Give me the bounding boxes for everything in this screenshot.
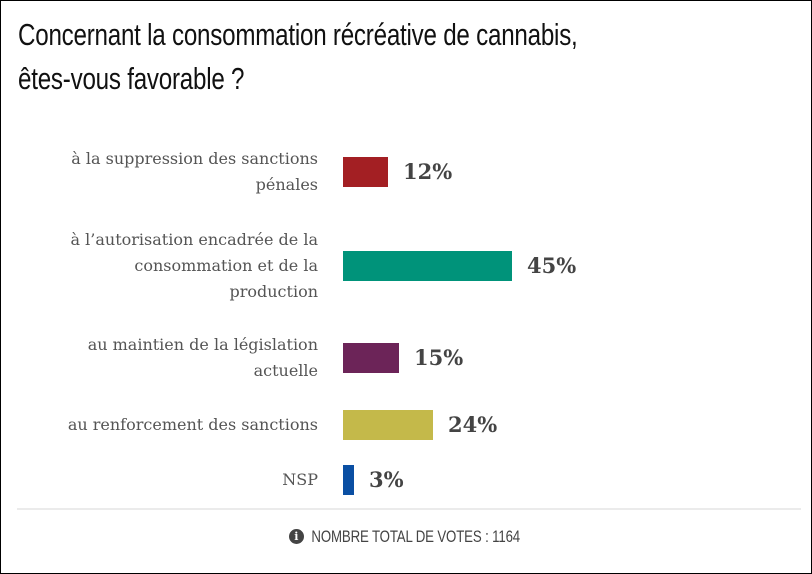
bar-au-renforcement-des-sanctions bbox=[343, 410, 433, 440]
category-label-line: au maintien de la législation bbox=[87, 335, 318, 354]
value-label-nsp: 3% bbox=[369, 467, 404, 492]
category-label-line: production bbox=[229, 282, 318, 301]
category-label-a-la-suppression-des-sanctions-p: à la suppression des sanctions pénales bbox=[28, 146, 318, 198]
category-label-line: NSP bbox=[282, 470, 318, 489]
category-label-a-l-autorisation-encadree-de-la-: à l’autorisation encadrée de la consommat… bbox=[28, 227, 318, 305]
category-label-line: au renforcement des sanctions bbox=[67, 415, 318, 434]
chart-title-line-2: êtes-vous favorable ? bbox=[18, 61, 245, 96]
bar-a-l-autorisation-encadree-de-la- bbox=[343, 251, 512, 281]
category-label-line: à la suppression des sanctions bbox=[71, 149, 318, 168]
chart-title-line-1: Concernant la consommation récréative de… bbox=[18, 17, 578, 52]
category-label-au-maintien-de-la-legislation-ac: au maintien de la législation actuelle bbox=[28, 332, 318, 384]
divider bbox=[17, 508, 801, 510]
category-label-au-renforcement-des-sanctions: au renforcement des sanctions bbox=[28, 412, 318, 438]
category-label-line: actuelle bbox=[253, 361, 318, 380]
bar-a-la-suppression-des-sanctions-p bbox=[343, 157, 388, 187]
value-label-au-maintien-de-la-legislation-ac: 15% bbox=[414, 345, 464, 370]
value-label-au-renforcement-des-sanctions: 24% bbox=[448, 412, 498, 437]
value-label-a-l-autorisation-encadree-de-la-: 45% bbox=[527, 253, 577, 278]
chart-title: Concernant la consommation récréative de… bbox=[18, 13, 611, 101]
bar-au-maintien-de-la-legislation-ac bbox=[343, 343, 399, 373]
vote-total-footer: i NOMBRE TOTAL DE VOTES : 1164 bbox=[0, 521, 812, 551]
category-label-line: à l’autorisation encadrée de la bbox=[70, 230, 318, 249]
bar-nsp bbox=[343, 465, 354, 495]
total-votes-label: NOMBRE TOTAL DE VOTES : 1164 bbox=[311, 526, 520, 546]
category-label-line: pénales bbox=[255, 175, 318, 194]
info-icon: i bbox=[288, 529, 304, 544]
category-label-line: consommation et de la bbox=[134, 256, 318, 275]
category-label-nsp: NSP bbox=[28, 467, 318, 493]
value-label-a-la-suppression-des-sanctions-p: 12% bbox=[403, 159, 453, 184]
